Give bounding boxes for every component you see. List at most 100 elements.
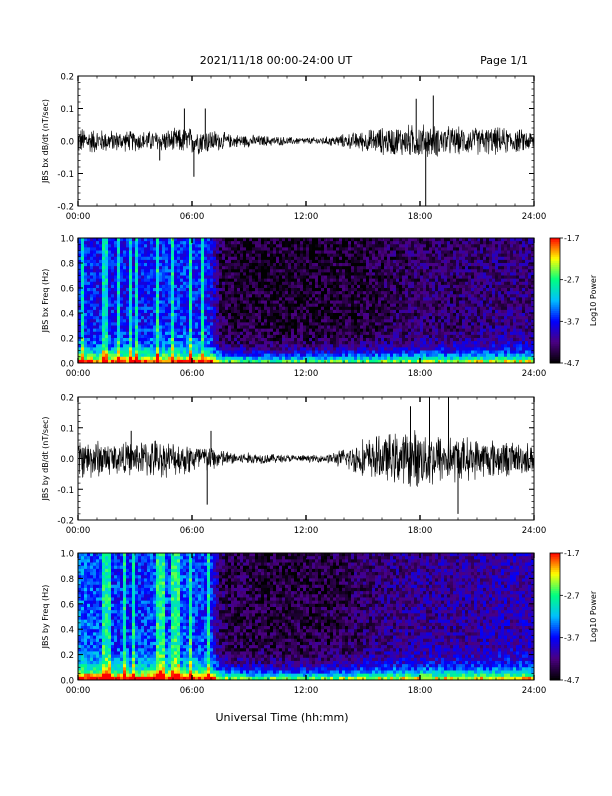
spectrogram-cell bbox=[381, 307, 384, 311]
spectrogram-cell bbox=[420, 279, 423, 283]
spectrogram-cell bbox=[339, 338, 342, 342]
spectrogram-cell bbox=[261, 266, 264, 270]
spectrogram-cell bbox=[84, 291, 87, 295]
spectrogram-cell bbox=[162, 288, 165, 292]
spectrogram-cell bbox=[204, 276, 207, 280]
spectrogram-cell bbox=[408, 294, 411, 298]
spectrogram-cell bbox=[231, 322, 234, 326]
spectrogram-cell bbox=[324, 301, 327, 305]
spectrogram-cell bbox=[294, 344, 297, 348]
spectrogram-cell bbox=[240, 247, 243, 251]
spectrogram-cell bbox=[420, 347, 423, 351]
spectrogram-cell bbox=[399, 247, 402, 251]
spectrogram-cell bbox=[123, 310, 126, 314]
spectrogram-cell bbox=[405, 322, 408, 326]
spectrogram-cell bbox=[363, 354, 366, 358]
spectrogram-cell bbox=[375, 332, 378, 336]
spectrogram-cell bbox=[168, 319, 171, 323]
spectrogram-cell bbox=[153, 297, 156, 301]
spectrogram-cell bbox=[429, 310, 432, 314]
spectrogram-cell bbox=[276, 338, 279, 342]
spectrogram-cell bbox=[435, 301, 438, 305]
spectrogram-cell bbox=[222, 244, 225, 248]
spectrogram-cell bbox=[330, 238, 333, 242]
spectrogram-cell bbox=[231, 244, 234, 248]
spectrogram-cell bbox=[390, 266, 393, 270]
spectrogram-cell bbox=[327, 294, 330, 298]
spectrogram-cell bbox=[432, 251, 435, 255]
spectrogram-cell bbox=[375, 326, 378, 330]
spectrogram-cell bbox=[219, 351, 222, 355]
spectrogram-cell bbox=[435, 260, 438, 264]
spectrogram-cell bbox=[285, 329, 288, 333]
spectrogram-cell bbox=[327, 297, 330, 301]
spectrogram-cell bbox=[309, 313, 312, 317]
spectrogram-cell bbox=[126, 266, 129, 270]
spectrogram-cell bbox=[351, 332, 354, 336]
spectrogram-cell bbox=[348, 344, 351, 348]
spectrogram-cell bbox=[159, 313, 162, 317]
spectrogram-cell bbox=[99, 307, 102, 311]
spectrogram-cell bbox=[111, 310, 114, 314]
spectrogram-cell bbox=[291, 279, 294, 283]
spectrogram-cell bbox=[108, 291, 111, 295]
spectrogram-cell bbox=[195, 351, 198, 355]
spectrogram-cell bbox=[147, 272, 150, 276]
spectrogram-cell bbox=[120, 307, 123, 311]
spectrogram-cell bbox=[90, 301, 93, 305]
spectrogram-cell bbox=[141, 304, 144, 308]
spectrogram-cell bbox=[405, 341, 408, 345]
spectrogram-cell bbox=[240, 288, 243, 292]
spectrogram-cell bbox=[213, 310, 216, 314]
spectrogram-cell bbox=[147, 257, 150, 261]
spectrogram-cell bbox=[303, 285, 306, 289]
spectrogram-cell bbox=[384, 251, 387, 255]
spectrogram-cell bbox=[270, 344, 273, 348]
spectrogram-cell bbox=[174, 238, 177, 242]
spectrogram-cell bbox=[303, 254, 306, 258]
spectrogram-cell bbox=[420, 316, 423, 320]
spectrogram-cell bbox=[276, 354, 279, 358]
spectrogram-cell bbox=[378, 351, 381, 355]
spectrogram-cell bbox=[264, 319, 267, 323]
spectrogram-cell bbox=[177, 316, 180, 320]
spectrogram-cell bbox=[375, 294, 378, 298]
spectrogram-cell bbox=[417, 244, 420, 248]
spectrogram-cell bbox=[375, 357, 378, 361]
spectrogram-cell bbox=[171, 257, 174, 261]
spectrogram-cell bbox=[429, 279, 432, 283]
spectrogram-cell bbox=[327, 251, 330, 255]
spectrogram-cell bbox=[93, 288, 96, 292]
spectrogram-cell bbox=[342, 269, 345, 273]
spectrogram-cell bbox=[339, 285, 342, 289]
spectrogram-cell bbox=[234, 254, 237, 258]
spectrogram-cell bbox=[135, 272, 138, 276]
spectrogram-cell bbox=[126, 347, 129, 351]
spectrogram-cell bbox=[252, 269, 255, 273]
spectrogram-cell bbox=[213, 282, 216, 286]
spectrogram-cell bbox=[300, 279, 303, 283]
spectrogram-cell bbox=[222, 332, 225, 336]
spectrogram-cell bbox=[339, 357, 342, 361]
spectrogram-cell bbox=[219, 276, 222, 280]
spectrogram-cell bbox=[132, 307, 135, 311]
spectrogram-cell bbox=[222, 304, 225, 308]
spectrogram-cell bbox=[270, 251, 273, 255]
spectrogram-cell bbox=[372, 310, 375, 314]
spectrogram-cell bbox=[414, 326, 417, 330]
spectrogram-cell bbox=[159, 354, 162, 358]
spectrogram-cell bbox=[393, 269, 396, 273]
spectrogram-cell bbox=[96, 251, 99, 255]
spectrogram-cell bbox=[306, 326, 309, 330]
spectrogram-cell bbox=[354, 238, 357, 242]
spectrogram-cell bbox=[330, 316, 333, 320]
spectrogram-cell bbox=[114, 354, 117, 358]
spectrogram-cell bbox=[324, 238, 327, 242]
spectrogram-cell bbox=[378, 329, 381, 333]
spectrogram-cell bbox=[381, 304, 384, 308]
spectrogram-cell bbox=[99, 319, 102, 323]
spectrogram-cell bbox=[216, 285, 219, 289]
spectrogram-cell bbox=[123, 241, 126, 245]
spectrogram-cell bbox=[411, 341, 414, 345]
spectrogram-cell bbox=[195, 319, 198, 323]
